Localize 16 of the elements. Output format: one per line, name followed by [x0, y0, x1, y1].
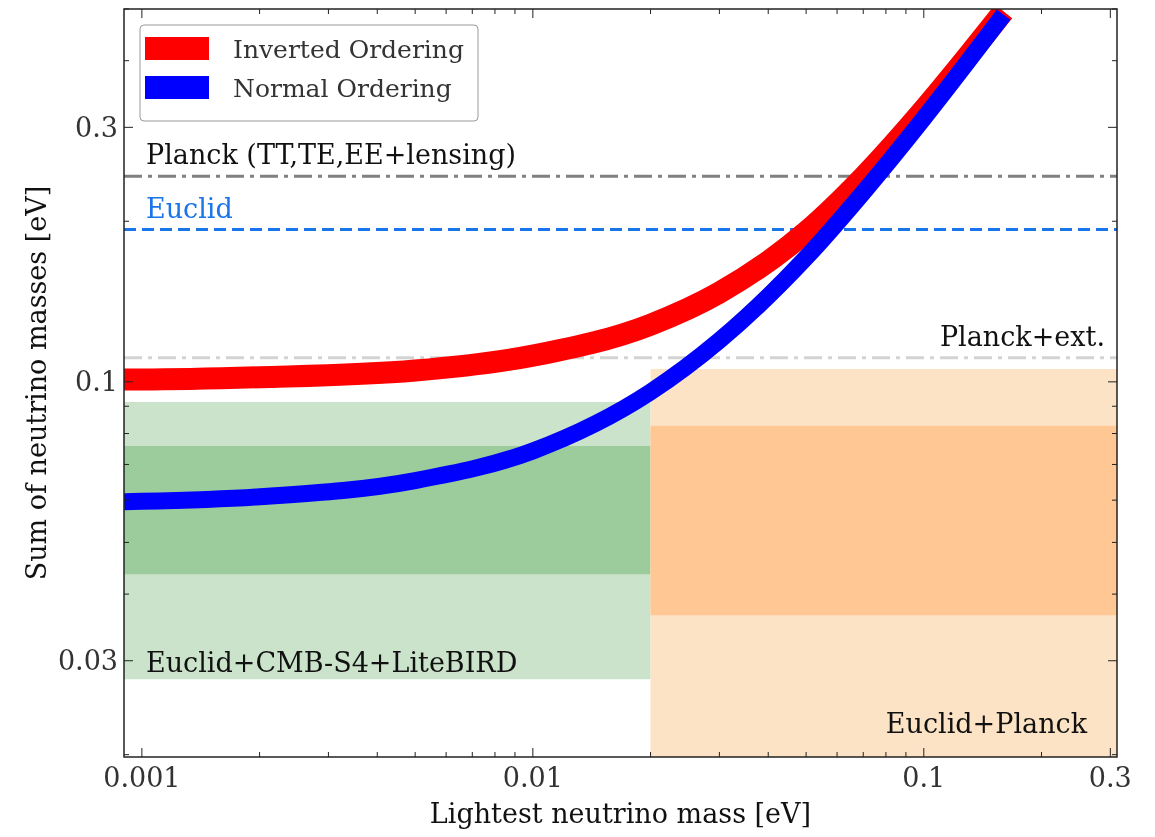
annotation: Euclid+CMB-S4+LiteBIRD — [146, 647, 518, 678]
ref-line-label: Planck+ext. — [939, 320, 1105, 352]
x-tick-label: 0.001 — [103, 762, 181, 793]
annotation: Euclid+Planck — [885, 708, 1088, 739]
y-tick-label: 0.3 — [75, 111, 118, 143]
y-axis-title: Sum of neutrino masses [eV] — [21, 185, 52, 581]
ref-line-label: Euclid — [146, 192, 233, 224]
y-tick-label: 0.1 — [75, 366, 118, 398]
y-tick-label: 0.03 — [57, 645, 118, 677]
x-tick-label: 0.3 — [1088, 762, 1132, 793]
x-tick-label: 0.01 — [502, 762, 563, 793]
legend-label: Normal Ordering — [233, 73, 452, 103]
x-tick-label: 0.1 — [902, 762, 946, 793]
x-axis-title: Lightest neutrino mass [eV] — [429, 798, 812, 829]
legend-label: Inverted Ordering — [233, 34, 464, 64]
ref-line-label: Planck (TT,TE,EE+lensing) — [146, 139, 517, 171]
